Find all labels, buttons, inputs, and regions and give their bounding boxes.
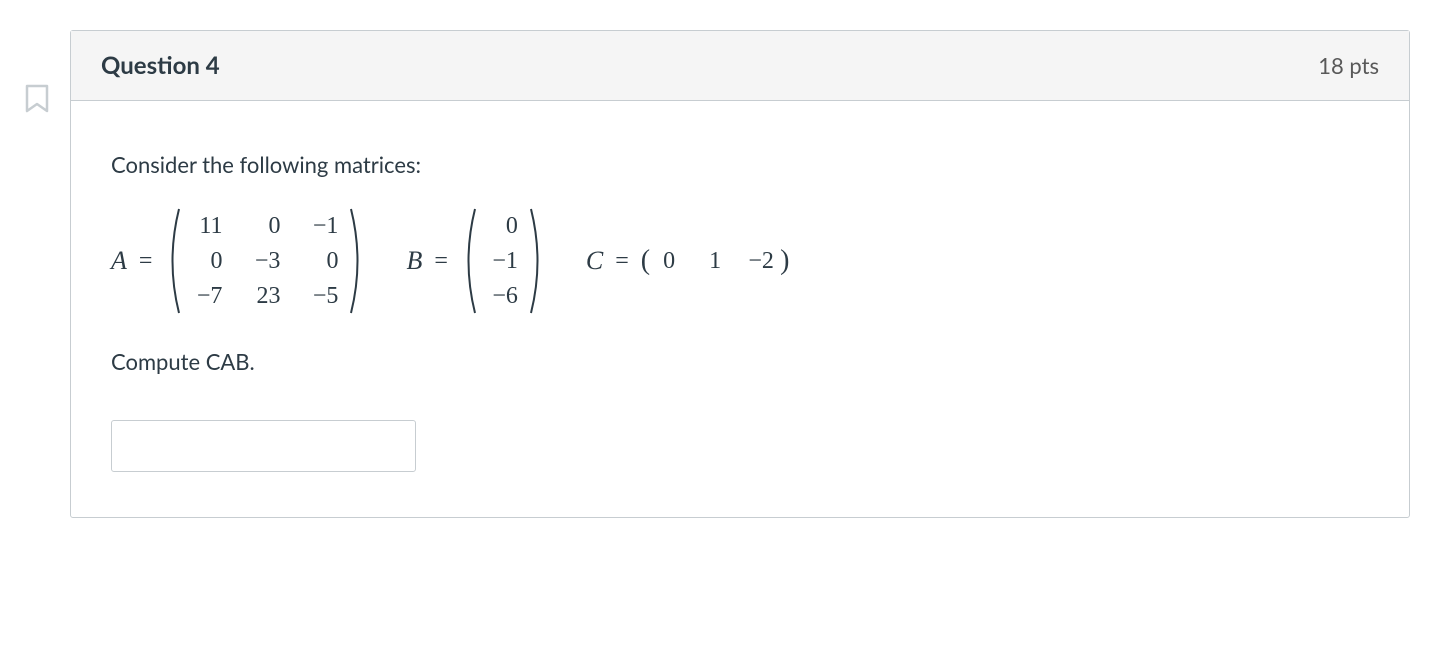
matrix-B: B = 0 −1 −6 <box>406 206 545 316</box>
matrix-cell: 1 <box>702 248 728 275</box>
question-card: Question 4 18 pts Consider the following… <box>70 30 1410 518</box>
question-points: 18 pts <box>1318 52 1379 79</box>
matrix-C: C = ( 0 1 −2 ) <box>586 245 790 277</box>
matrix-cell: −1 <box>308 213 338 240</box>
left-paren-icon: ( <box>641 245 650 277</box>
matrix-A-grid: 11 0 −1 0 −3 0 −7 23 −5 <box>182 207 348 316</box>
matrix-A-label: A <box>111 246 127 276</box>
equals-sign: = <box>139 248 153 275</box>
right-paren-icon <box>528 206 546 316</box>
matrix-cell: 11 <box>192 213 222 240</box>
matrix-cell: 0 <box>250 213 280 240</box>
question-body: Consider the following matrices: A = 11 … <box>71 101 1409 517</box>
question-title: Question 4 <box>101 51 220 80</box>
bookmark-icon[interactable] <box>24 84 50 114</box>
answer-input[interactable] <box>111 420 416 472</box>
matrix-cell: −2 <box>748 248 774 275</box>
matrix-cell: −7 <box>192 283 222 310</box>
matrix-cell: −6 <box>488 283 518 310</box>
right-paren-icon <box>348 206 366 316</box>
matrix-cell: 0 <box>488 213 518 240</box>
equals-sign: = <box>615 248 629 275</box>
matrix-cell: 0 <box>308 248 338 275</box>
right-paren-icon: ) <box>780 245 789 277</box>
matrix-B-grid: 0 −1 −6 <box>478 207 528 316</box>
matrix-cell: −5 <box>308 283 338 310</box>
matrix-A-paren: 11 0 −1 0 −3 0 −7 23 −5 <box>164 206 366 316</box>
matrix-A: A = 11 0 −1 0 −3 0 −7 23 −5 <box>111 206 366 316</box>
matrix-C-grid: 0 1 −2 <box>650 246 780 277</box>
equals-sign: = <box>434 248 448 275</box>
matrix-B-paren: 0 −1 −6 <box>460 206 546 316</box>
matrix-C-paren: ( 0 1 −2 ) <box>641 245 790 277</box>
question-header: Question 4 18 pts <box>71 31 1409 101</box>
left-paren-icon <box>460 206 478 316</box>
matrix-B-label: B <box>406 246 422 276</box>
left-paren-icon <box>164 206 182 316</box>
compute-text: Compute CAB. <box>111 348 1369 375</box>
matrix-cell: 0 <box>192 248 222 275</box>
matrix-row: A = 11 0 −1 0 −3 0 −7 23 −5 <box>111 206 1369 316</box>
matrix-C-label: C <box>586 246 603 276</box>
intro-text: Consider the following matrices: <box>111 151 1369 178</box>
matrix-cell: 23 <box>250 283 280 310</box>
matrix-cell: −3 <box>250 248 280 275</box>
matrix-cell: −1 <box>488 248 518 275</box>
matrix-cell: 0 <box>656 248 682 275</box>
